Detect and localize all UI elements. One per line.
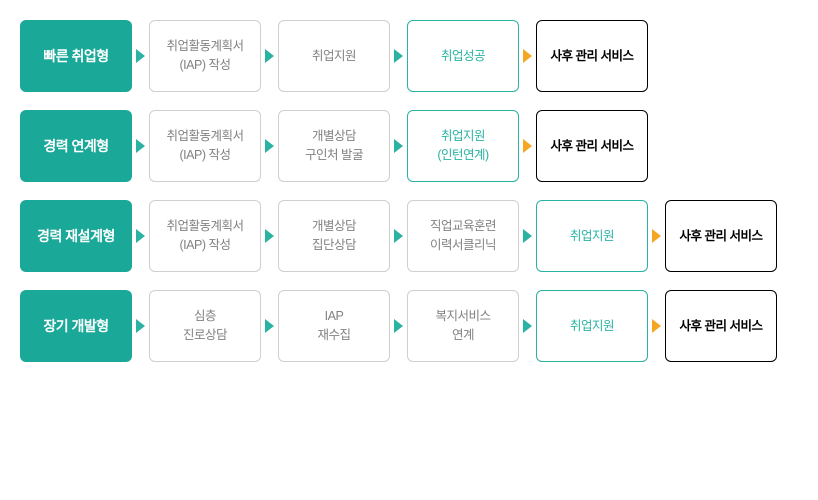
step-line: 경력 연계형	[43, 136, 108, 156]
flow-step: 개별상담구인처 발굴	[278, 110, 390, 182]
flow-step: 취업지원	[536, 290, 648, 362]
flow-row: 경력 연계형취업활동계획서(IAP) 작성개별상담구인처 발굴취업지원(인턴연계…	[20, 110, 818, 182]
flow-step: 취업활동계획서(IAP) 작성	[149, 110, 261, 182]
step-line: 재수집	[317, 326, 350, 345]
flow-row: 경력 재설계형취업활동계획서(IAP) 작성개별상담집단상담직업교육훈련이력서클…	[20, 200, 818, 272]
step-line: 취업지원	[570, 317, 614, 336]
step-line: 취업지원	[312, 47, 356, 66]
step-line: 사후 관리 서비스	[551, 47, 634, 66]
arrow-icon	[136, 229, 145, 243]
row-header: 경력 재설계형	[20, 200, 132, 272]
arrow-icon	[394, 319, 403, 333]
flow-step: IAP재수집	[278, 290, 390, 362]
arrow-icon	[265, 319, 274, 333]
arrow-icon	[394, 229, 403, 243]
step-line: (인턴연계)	[437, 146, 488, 165]
step-line: 사후 관리 서비스	[551, 137, 634, 156]
row-header: 경력 연계형	[20, 110, 132, 182]
arrow-icon	[394, 139, 403, 153]
step-line: 취업성공	[441, 47, 485, 66]
step-line: 직업교육훈련	[430, 217, 496, 236]
step-line: 심층	[194, 307, 216, 326]
flow-step: 취업활동계획서(IAP) 작성	[149, 20, 261, 92]
step-line: 장기 개발형	[43, 316, 108, 336]
step-line: (IAP) 작성	[180, 236, 231, 255]
flow-step: 취업성공	[407, 20, 519, 92]
arrow-icon	[523, 49, 532, 63]
arrow-icon	[523, 139, 532, 153]
step-line: 복지서비스	[435, 307, 490, 326]
step-line: 구인처 발굴	[305, 146, 363, 165]
step-line: 개별상담	[312, 217, 356, 236]
flow-step: 심층진로상담	[149, 290, 261, 362]
step-line: 연계	[452, 326, 474, 345]
flow-step: 취업지원	[536, 200, 648, 272]
arrow-icon	[136, 49, 145, 63]
flow-step: 사후 관리 서비스	[665, 290, 777, 362]
row-header: 빠른 취업형	[20, 20, 132, 92]
arrow-icon	[265, 139, 274, 153]
step-line: 경력 재설계형	[37, 226, 115, 246]
flow-step: 직업교육훈련이력서클리닉	[407, 200, 519, 272]
flow-step: 사후 관리 서비스	[536, 20, 648, 92]
flow-row: 빠른 취업형 취업활동계획서(IAP) 작성 취업지원 취업성공 사후 관리 서비스	[20, 20, 818, 92]
arrow-icon	[265, 49, 274, 63]
step-line: 취업지원	[441, 127, 485, 146]
flow-step: 사후 관리 서비스	[536, 110, 648, 182]
arrow-icon	[652, 229, 661, 243]
flow-step: 취업활동계획서(IAP) 작성	[149, 200, 261, 272]
arrow-icon	[652, 319, 661, 333]
step-line: (IAP) 작성	[180, 146, 231, 165]
flow-step: 복지서비스연계	[407, 290, 519, 362]
step-line: 개별상담	[312, 127, 356, 146]
flow-step: 취업지원(인턴연계)	[407, 110, 519, 182]
arrow-icon	[523, 229, 532, 243]
flow-step: 개별상담집단상담	[278, 200, 390, 272]
step-line: 집단상담	[312, 236, 356, 255]
step-line: 사후 관리 서비스	[680, 317, 763, 336]
flow-step: 사후 관리 서비스	[665, 200, 777, 272]
row-header: 장기 개발형	[20, 290, 132, 362]
step-line: 취업활동계획서	[166, 217, 243, 236]
step-line: 취업활동계획서	[166, 37, 243, 56]
step-line: (IAP) 작성	[180, 56, 231, 75]
step-line: 이력서클리닉	[430, 236, 496, 255]
step-line: 취업활동계획서	[166, 127, 243, 146]
step-line: 빠른 취업형	[43, 46, 108, 66]
step-line: 사후 관리 서비스	[680, 227, 763, 246]
arrow-icon	[136, 139, 145, 153]
step-line: IAP	[325, 307, 344, 326]
arrow-icon	[136, 319, 145, 333]
flowchart: 빠른 취업형취업활동계획서(IAP) 작성취업지원취업성공사후 관리 서비스경력…	[20, 20, 818, 362]
arrow-icon	[523, 319, 532, 333]
flow-row: 장기 개발형심층진로상담IAP재수집복지서비스연계취업지원사후 관리 서비스	[20, 290, 818, 362]
step-line: 취업지원	[570, 227, 614, 246]
arrow-icon	[394, 49, 403, 63]
flow-step: 취업지원	[278, 20, 390, 92]
arrow-icon	[265, 229, 274, 243]
step-line: 진로상담	[183, 326, 227, 345]
